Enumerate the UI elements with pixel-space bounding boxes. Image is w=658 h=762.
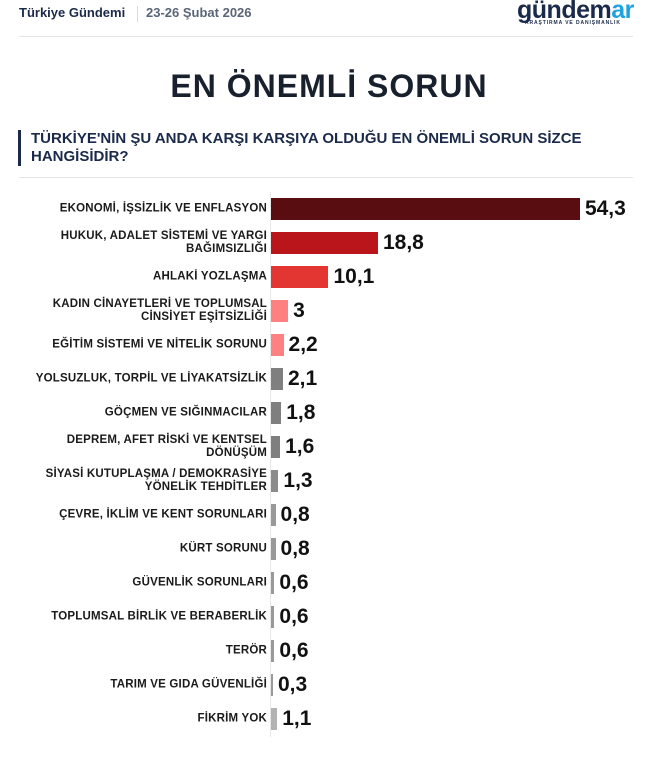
header: Türkiye Gündemi 23-26 Şubat 2026 gündema… [0,0,658,36]
category-label: TERÖR [225,644,267,657]
category-label: KADIN CİNAYETLERİ VE TOPLUMSAL CİNSİYET … [52,298,267,323]
logo-text-accent: ar [611,0,634,24]
survey-date: 23-26 Şubat 2026 [146,5,252,20]
bar [271,266,329,288]
category-label: FİKRİM YOK [197,712,267,725]
bar [271,300,289,322]
footer-mark [283,755,323,759]
bar [271,198,580,220]
chart-row: GÜVENLİK SORUNLARI 0,6 [0,568,658,598]
page-title: EN ÖNEMLİ SORUN [170,68,488,104]
bar [271,708,278,730]
value-label: 0,6 [279,571,309,594]
gundemar-logo: gündemar ARAŞTIRMA VE DANIŞMANLIK [517,0,634,26]
category-label: YOLSUZLUK, TORPİL VE LİYAKATSİZLİK [35,372,267,385]
chart-row: KÜRT SORUNU 0,8 [0,534,658,564]
category-label: AHLAKİ YOZLAŞMA [153,270,267,283]
value-label: 18,8 [382,231,424,254]
bar [271,402,282,424]
category-label: TARIM VE GIDA GÜVENLİĞİ [110,678,267,691]
value-label: 0,8 [280,503,310,526]
chart-row: FİKRİM YOK 1,1 [0,704,658,734]
category-label: TOPLUMSAL BİRLİK VE BERABERLİK [51,610,267,623]
bar [271,470,279,492]
bar [271,368,283,390]
chart-row: GÖÇMEN VE SIĞINMACILAR 1,8 [0,398,658,428]
survey-question: TÜRKİYE'NİN ŞU ANDA KARŞI KARŞIYA OLDUĞU… [18,130,641,166]
logo-text: gündem [517,0,612,24]
value-label: 3 [293,299,305,322]
chart-row: EKONOMİ, İŞSİZLİK VE ENFLASYON 54,3 [0,194,658,224]
category-label: GÜVENLİK SORUNLARI [132,576,267,589]
category-label: GÖÇMEN VE SIĞINMACILAR [104,406,267,419]
chart-row: HUKUK, ADALET SİSTEMİ VE YARGI BAĞIMSIZL… [0,228,658,258]
value-label: 0,8 [280,537,310,560]
value-label: 1,3 [283,469,313,492]
bar [271,232,378,254]
value-label: 1,8 [286,401,316,424]
chart-row: YOLSUZLUK, TORPİL VE LİYAKATSİZLİK 2,1 [0,364,658,394]
header-divider [137,6,138,22]
bar [271,674,273,696]
chart-row: SİYASİ KUTUPLAŞMA / DEMOKRASİYE YÖNELİK … [0,466,658,496]
category-label: HUKUK, ADALET SİSTEMİ VE YARGI BAĞIMSIZL… [60,230,267,255]
value-label: 0,6 [279,605,309,628]
value-label: 1,6 [285,435,315,458]
value-label: 0,3 [278,673,308,696]
bar [271,334,284,356]
chart-row: KADIN CİNAYETLERİ VE TOPLUMSAL CİNSİYET … [0,296,658,326]
value-label: 0,6 [279,639,309,662]
bar [271,504,276,526]
chart-row: TERÖR 0,6 [0,636,658,666]
bar [271,436,281,458]
value-label: 54,3 [584,197,626,220]
chart-row: DEPREM, AFET RİSKİ VE KENTSEL DÖNÜŞÜM 1,6 [0,432,658,462]
category-label: EĞİTİM SİSTEMİ VE NİTELİK SORUNU [52,338,267,351]
chart-row: TARIM VE GIDA GÜVENLİĞİ 0,3 [0,670,658,700]
bar [271,538,276,560]
chart-row: TOPLUMSAL BİRLİK VE BERABERLİK 0,6 [0,602,658,632]
category-label: ÇEVRE, İKLİM VE KENT SORUNLARI [59,508,267,521]
category-label: DEPREM, AFET RİSKİ VE KENTSEL DÖNÜŞÜM [66,434,267,459]
value-label: 1,1 [282,707,312,730]
bar [271,640,275,662]
logo-subtitle: ARAŞTIRMA VE DANIŞMANLIK [525,20,621,26]
header-divider-line [19,36,633,37]
value-label: 2,1 [287,367,318,390]
chart-row: EĞİTİM SİSTEMİ VE NİTELİK SORUNU 2,2 [0,330,658,360]
category-label: EKONOMİ, İŞSİZLİK VE ENFLASYON [59,202,267,215]
bar [271,606,275,628]
chart-row: ÇEVRE, İKLİM VE KENT SORUNLARI 0,8 [0,500,658,530]
bar [271,572,275,594]
value-label: 2,2 [288,333,318,356]
value-label: 10,1 [333,265,375,288]
chart-axis-line [270,192,271,737]
category-label: SİYASİ KUTUPLAŞMA / DEMOKRASİYE YÖNELİK … [45,468,267,493]
chart-row: AHLAKİ YOZLAŞMA 10,1 [0,262,658,292]
question-divider-line [19,177,633,178]
brand-name: Türkiye Gündemi [19,5,126,20]
category-label: KÜRT SORUNU [179,542,267,555]
